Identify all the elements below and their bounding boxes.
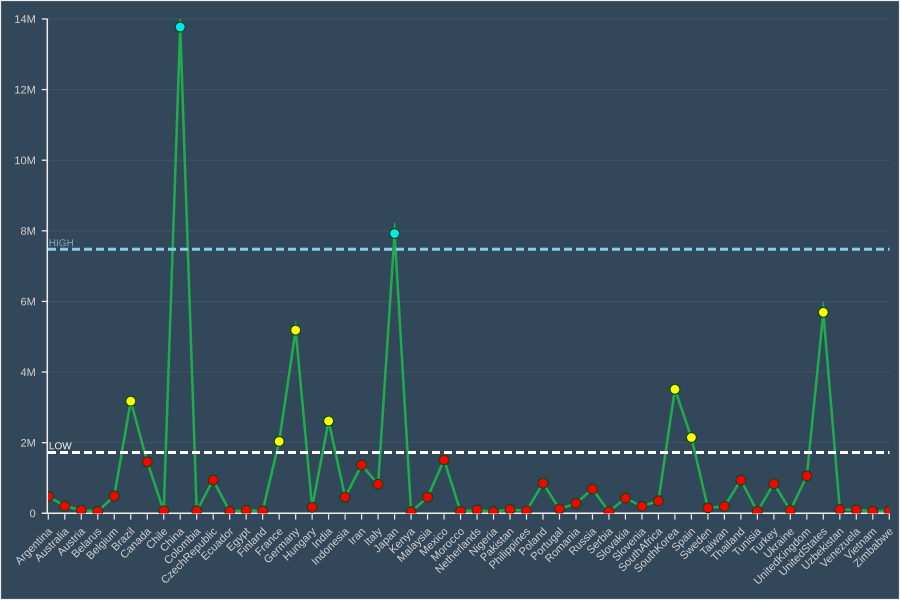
svg-text:8M: 8M: [21, 226, 36, 238]
svg-text:2M: 2M: [21, 438, 36, 450]
svg-text:6M: 6M: [21, 296, 36, 308]
svg-text:10M: 10M: [14, 155, 35, 167]
svg-text:HIGH: HIGH: [49, 238, 74, 249]
svg-text:12M: 12M: [14, 84, 35, 96]
svg-text:14M: 14M: [14, 14, 35, 26]
svg-text:4M: 4M: [21, 367, 36, 379]
svg-text:0: 0: [30, 508, 36, 520]
svg-text:LOW: LOW: [49, 441, 72, 452]
